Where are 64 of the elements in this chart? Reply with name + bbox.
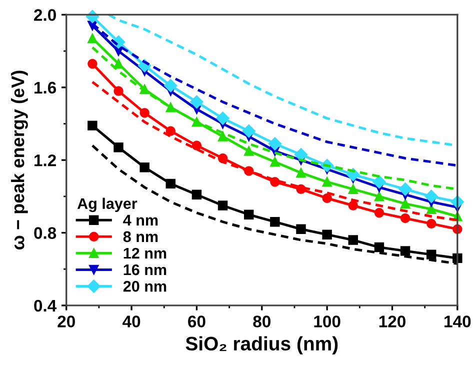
point	[424, 190, 438, 204]
point	[426, 204, 436, 214]
point	[164, 78, 178, 92]
point	[192, 140, 202, 150]
point	[270, 157, 280, 167]
point	[244, 146, 254, 156]
point	[348, 200, 358, 210]
point	[114, 58, 124, 69]
point	[166, 178, 176, 189]
point	[374, 242, 384, 252]
point	[218, 200, 228, 210]
point	[88, 120, 98, 130]
point	[294, 148, 308, 162]
y-tick-label: 0.4	[34, 300, 57, 312]
legend-label: 20 nm	[123, 280, 166, 292]
point	[400, 198, 410, 209]
point	[348, 184, 358, 194]
point	[322, 177, 332, 187]
point	[322, 230, 332, 240]
y-tick-label: 2.0	[34, 9, 56, 21]
x-axis-title: SiO₂ radius (nm)	[186, 336, 338, 354]
point	[166, 126, 176, 136]
point	[88, 58, 98, 69]
legend-label: 12 nm	[124, 248, 166, 259]
point	[372, 175, 386, 188]
point	[374, 192, 384, 202]
point	[140, 162, 150, 172]
x-tick-label: 120	[379, 316, 406, 328]
x-tick-label: 40	[122, 316, 140, 328]
point	[426, 218, 436, 229]
point	[242, 124, 256, 138]
point	[268, 137, 282, 150]
point	[400, 246, 410, 256]
y-axis-title: ω − peak energy (eV)	[11, 70, 28, 250]
point	[192, 190, 202, 200]
legend-label: 4 nm	[123, 214, 158, 226]
y-tick-label: 1.2	[34, 154, 56, 166]
point	[400, 213, 410, 224]
point	[114, 142, 124, 152]
point	[398, 182, 412, 196]
y-tick-label: 0.8	[34, 227, 56, 239]
x-tick-label: 100	[314, 316, 340, 328]
legend-label: 8 nm	[123, 231, 158, 242]
point	[270, 216, 280, 227]
point	[244, 210, 254, 220]
y-tick-label: 1.6	[34, 82, 56, 94]
legend-title: Ag layer	[77, 198, 138, 212]
x-tick-label: 80	[253, 316, 270, 328]
point	[140, 108, 150, 118]
point	[296, 168, 306, 178]
point	[218, 132, 228, 142]
point	[296, 224, 306, 234]
point	[114, 86, 124, 96]
point	[88, 33, 98, 44]
point	[374, 208, 384, 218]
x-tick-label: 20	[58, 316, 75, 328]
point	[190, 95, 204, 109]
x-tick-label: 60	[188, 316, 206, 328]
point	[426, 250, 436, 260]
legend-label: 16 nm	[124, 264, 166, 276]
point	[216, 112, 230, 125]
point	[322, 193, 332, 204]
x-tick-label: 140	[444, 316, 471, 328]
point	[348, 235, 358, 245]
